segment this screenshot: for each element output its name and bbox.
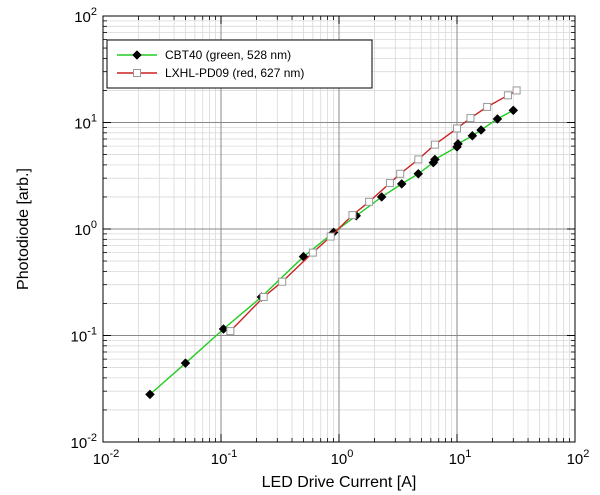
x-tick-label: 10-1 [211,448,237,468]
series-1-point [467,130,478,141]
y-tick-label: 10-1 [71,326,97,346]
series-1-point [492,114,503,124]
series-2-point [385,179,394,188]
y-tick-label-base: 10 [74,116,91,133]
series-2-point [396,169,405,178]
x-tick-label-exponent: 2 [583,448,589,460]
y-tick-label-exponent: -2 [87,432,97,444]
series-1 [145,105,519,400]
series-2-point [512,86,521,95]
x-tick-labels: 10-2 10-1 100 101 102 [93,448,590,468]
y-tick-label-base: 10 [74,9,91,26]
legend-label-1: CBT40 (green, 528 nm) [165,48,291,62]
y-tick-label-exponent: 1 [91,113,97,125]
y-tick-label-exponent: -1 [87,326,97,338]
y-tick-label-base: 10 [74,222,91,239]
series-1-point [476,125,486,135]
legend-label-2: LXHL-PD09 (red, 627 nm) [165,66,304,80]
series-2-line [229,89,517,332]
series-1-point [453,139,463,149]
series-1-point [145,389,155,400]
series-layer [145,86,521,400]
y-tick-label-base: 10 [71,435,88,452]
x-tick-label-base: 10 [211,451,228,468]
x-tick-label-exponent: -1 [227,448,237,460]
y-tick-label-base: 10 [71,329,88,346]
y-tick-label: 10-2 [71,432,97,452]
series-2-point [466,114,475,123]
series-2-point [278,277,287,286]
y-tick-label: 102 [74,6,97,26]
y-tick-label-exponent: 2 [91,6,97,18]
x-tick-label-exponent: 1 [465,448,471,460]
series-1-point [508,105,519,116]
x-axis-title: LED Drive Current [A] [262,474,417,491]
series-2-point [308,248,317,257]
legend: CBT40 (green, 528 nm) LXHL-PD09 (red, 627… [106,39,373,89]
series-2-point [348,211,357,220]
x-tick-label-exponent: 0 [347,448,353,460]
x-tick-label-base: 10 [449,451,466,468]
axis-ticks [102,15,576,443]
series-1-point [413,168,424,179]
series-2-point [326,232,335,241]
x-tick-label: 10-2 [93,448,119,468]
series-1-point [430,154,440,165]
series-1-point [180,358,191,369]
legend-box [106,39,373,89]
legend-marker-2 [133,69,141,77]
series-2-point [503,91,512,100]
x-tick-label-exponent: -2 [109,448,119,460]
x-tick-label: 101 [449,448,472,468]
y-tick-label: 101 [74,113,97,133]
x-tick-label: 102 [567,448,590,468]
series-2-point [414,155,423,164]
y-axis-title: Photodiode [arb.] [15,168,32,290]
series-2-point [365,197,374,206]
series-2-point [226,327,235,336]
series-1-point [376,192,387,202]
x-tick-label-base: 10 [93,451,110,468]
series-2-point [483,102,492,111]
x-tick-label-base: 10 [567,451,584,468]
y-tick-label-exponent: 0 [91,219,97,231]
series-2-point [259,292,268,301]
series-2 [226,86,521,336]
x-tick-label: 100 [331,448,354,468]
y-tick-label: 100 [74,219,97,239]
series-2-point [453,124,461,133]
x-tick-label-base: 10 [331,451,348,468]
legend-marker-1 [132,50,142,60]
series-2-point [430,140,439,149]
series-1-point [396,179,407,189]
